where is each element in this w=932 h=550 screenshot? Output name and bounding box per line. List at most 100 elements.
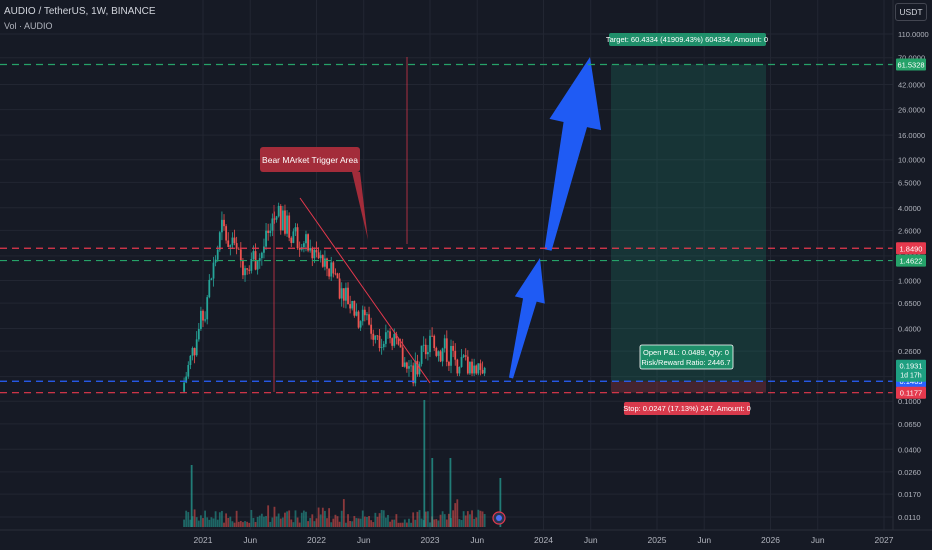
y-tick-label: 0.0650 bbox=[898, 420, 921, 429]
candle-body bbox=[473, 365, 476, 374]
candle-body bbox=[378, 335, 381, 349]
volume-spike bbox=[499, 478, 502, 527]
candle-body bbox=[244, 268, 246, 276]
volume-bar bbox=[281, 517, 284, 527]
candle-body bbox=[218, 232, 221, 250]
candle-body bbox=[418, 363, 421, 375]
bear-callout-box bbox=[260, 147, 360, 172]
candle-body bbox=[319, 255, 322, 259]
volume-bar bbox=[351, 521, 354, 527]
candle-body bbox=[361, 309, 364, 322]
y-tick-label: 0.2600 bbox=[898, 347, 921, 356]
volume-bar bbox=[206, 517, 209, 527]
candle-body bbox=[187, 365, 190, 377]
candle-body bbox=[273, 218, 276, 220]
candle-body bbox=[477, 363, 480, 374]
stop-label-box bbox=[624, 402, 750, 415]
volume-bar bbox=[195, 517, 198, 527]
y-tick-label: 0.0170 bbox=[898, 490, 921, 499]
candle-body bbox=[443, 338, 446, 349]
candle-body bbox=[454, 350, 457, 360]
y-tick-label: 6.5000 bbox=[898, 178, 921, 187]
bear-label: Bear MArket Trigger Area bbox=[262, 155, 358, 165]
volume-spike bbox=[449, 458, 452, 527]
volume-bar bbox=[357, 518, 360, 527]
volume-bar bbox=[185, 510, 188, 527]
time-axis[interactable]: 2021 Jun 2022 Jun 2023 Jun 2024 Jun 2025 Jun 2026 J… bbox=[0, 529, 932, 545]
candle-body bbox=[466, 356, 469, 374]
volume-bar bbox=[410, 522, 412, 527]
volume-bar bbox=[252, 517, 255, 527]
volume-bar bbox=[359, 518, 362, 527]
volume-bar bbox=[248, 522, 251, 527]
price-level-lines bbox=[0, 63, 893, 394]
y-tick-label: 42.0000 bbox=[898, 80, 925, 89]
candle-body bbox=[391, 338, 394, 346]
candle-body bbox=[202, 310, 204, 321]
volume-bar bbox=[330, 522, 333, 527]
candle-body bbox=[305, 234, 307, 244]
level-tag bbox=[896, 386, 926, 399]
y-tick-label: 26.0000 bbox=[898, 106, 925, 115]
volume-bar bbox=[313, 521, 316, 527]
candle-body bbox=[408, 366, 410, 369]
candle-body bbox=[410, 365, 412, 367]
candle-body bbox=[309, 248, 312, 251]
volume-bar bbox=[391, 519, 394, 527]
candle-body bbox=[435, 348, 438, 356]
price-axis[interactable]: 110.0000 70.0000 42.0000 26.0000 16.0000 10.0… bbox=[892, 0, 932, 550]
volume-bar bbox=[389, 521, 391, 527]
volume-bar bbox=[225, 513, 228, 527]
y-tick-label: 1.0000 bbox=[898, 276, 921, 285]
candle-body bbox=[239, 249, 242, 261]
volume-bar bbox=[321, 507, 324, 527]
volume-bar bbox=[326, 518, 328, 527]
candle-body bbox=[242, 260, 244, 276]
candle-body bbox=[250, 259, 253, 271]
volume-bar bbox=[393, 519, 396, 527]
volume-bar bbox=[466, 511, 469, 527]
volume-bar bbox=[237, 521, 240, 527]
volume-bar bbox=[433, 519, 436, 527]
candle-body bbox=[393, 334, 396, 346]
candle-body bbox=[372, 333, 375, 340]
volume-bar bbox=[183, 519, 185, 527]
volume-bar bbox=[349, 520, 352, 527]
candle-body bbox=[298, 248, 301, 250]
open-pl-box bbox=[639, 344, 734, 370]
candle-body bbox=[384, 332, 387, 344]
candle-body bbox=[248, 269, 251, 271]
volume-bar bbox=[208, 519, 211, 527]
volume-bar bbox=[397, 522, 400, 527]
y-tick-label: 16.0000 bbox=[898, 131, 925, 140]
volume-bar bbox=[336, 516, 339, 527]
candle-body bbox=[426, 352, 429, 355]
candle-body bbox=[349, 304, 352, 309]
arrow-up-large bbox=[544, 57, 602, 251]
candle-body bbox=[252, 251, 255, 260]
volume-bar bbox=[271, 517, 274, 527]
candle-body bbox=[376, 335, 379, 337]
candle-body bbox=[206, 297, 209, 320]
volume-bar bbox=[426, 511, 429, 527]
candle-body bbox=[420, 345, 423, 364]
x-tick-label: Jun bbox=[811, 535, 825, 545]
volume-bar bbox=[189, 519, 192, 527]
drawings: Bear MArket Trigger Area Target: 60.4334 … bbox=[260, 33, 768, 525]
current-price: 0.1931 bbox=[900, 362, 923, 371]
target-zone bbox=[611, 64, 766, 382]
x-tick-label: Jun bbox=[697, 535, 711, 545]
currency-badge[interactable]: USDT bbox=[895, 3, 927, 21]
volume-bar bbox=[244, 521, 246, 527]
stop-label: Stop: 0.0247 (17.13%) 247, Amount: 0 bbox=[623, 404, 751, 413]
candle-body bbox=[345, 287, 347, 301]
candle-body bbox=[269, 230, 272, 233]
candle-body bbox=[431, 335, 434, 337]
candle-body bbox=[271, 218, 274, 231]
candle-body bbox=[315, 249, 318, 253]
volume-bar bbox=[307, 521, 309, 527]
y-tick-label: 0.0400 bbox=[898, 445, 921, 454]
volume-bar bbox=[334, 514, 337, 527]
